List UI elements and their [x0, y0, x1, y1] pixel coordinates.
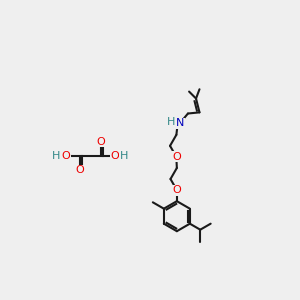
Text: O: O — [96, 137, 105, 147]
Text: H: H — [120, 151, 128, 161]
Text: O: O — [76, 165, 84, 176]
Text: H: H — [167, 117, 175, 127]
Text: H: H — [52, 151, 61, 161]
Text: O: O — [61, 151, 70, 161]
Text: O: O — [172, 152, 181, 162]
Text: N: N — [176, 118, 184, 128]
Text: O: O — [110, 151, 119, 161]
Text: O: O — [172, 185, 181, 195]
